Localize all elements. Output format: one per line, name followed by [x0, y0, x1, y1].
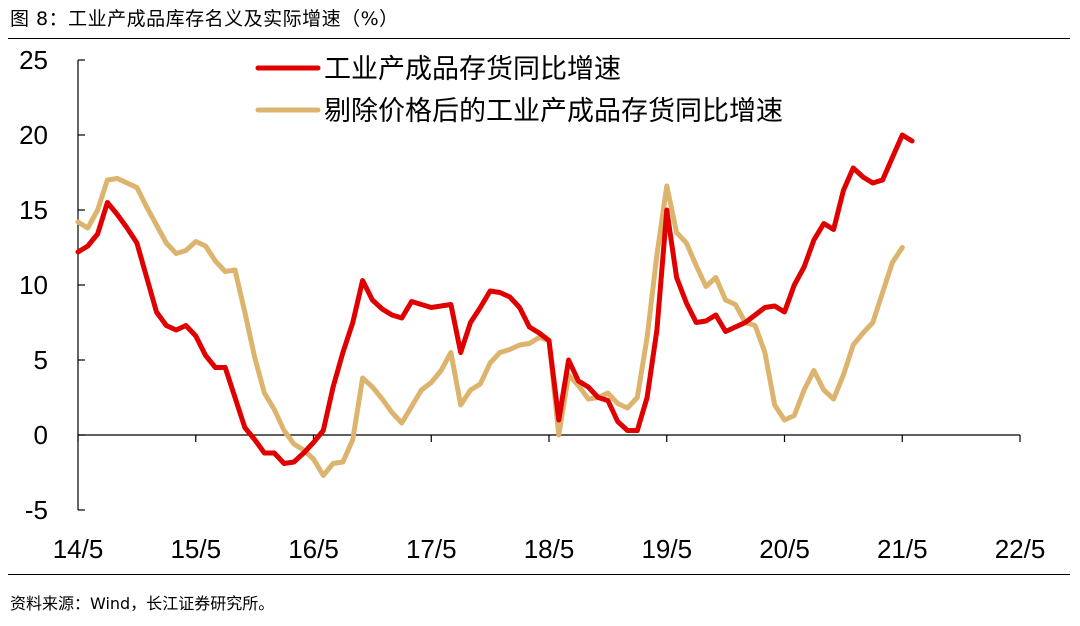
top-rule — [8, 38, 1070, 39]
y-tick-label: 25 — [19, 45, 48, 75]
x-tick-label: 15/5 — [170, 534, 221, 564]
series-line-real — [75, 176, 905, 478]
x-tick-label: 21/5 — [877, 534, 928, 564]
y-tick-label: 5 — [34, 345, 48, 375]
series-line-nominal — [75, 132, 915, 466]
y-tick-label: 10 — [19, 270, 48, 300]
legend-label-real: 剔除价格后的工业产成品存货同比增速 — [324, 96, 783, 127]
chart-series — [75, 132, 915, 478]
figure-title: 图 8：工业产成品库存名义及实际增速（%） — [10, 8, 399, 30]
legend-label-nominal: 工业产成品存货同比增速 — [324, 54, 621, 85]
bottom-rule — [8, 574, 1070, 575]
x-tick-label: 18/5 — [524, 534, 575, 564]
y-tick-label: 15 — [19, 195, 48, 225]
y-tick-label: -5 — [25, 495, 48, 525]
x-tick-label: 14/5 — [53, 534, 104, 564]
chart-axes: 25 20 15 10 5 0 -514/5 15/5 16/5 17/5 18/5 19/5 20/5… — [19, 45, 1045, 564]
source-note: 资料来源：Wind，长江证券研究所。 — [10, 594, 275, 613]
x-tick-label: 19/5 — [641, 534, 692, 564]
x-tick-label: 17/5 — [406, 534, 457, 564]
y-tick-label: 0 — [34, 420, 48, 450]
x-tick-label: 16/5 — [288, 534, 339, 564]
y-tick-label: 20 — [19, 120, 48, 150]
x-tick-label: 20/5 — [759, 534, 810, 564]
x-tick-label: 22/5 — [995, 534, 1046, 564]
